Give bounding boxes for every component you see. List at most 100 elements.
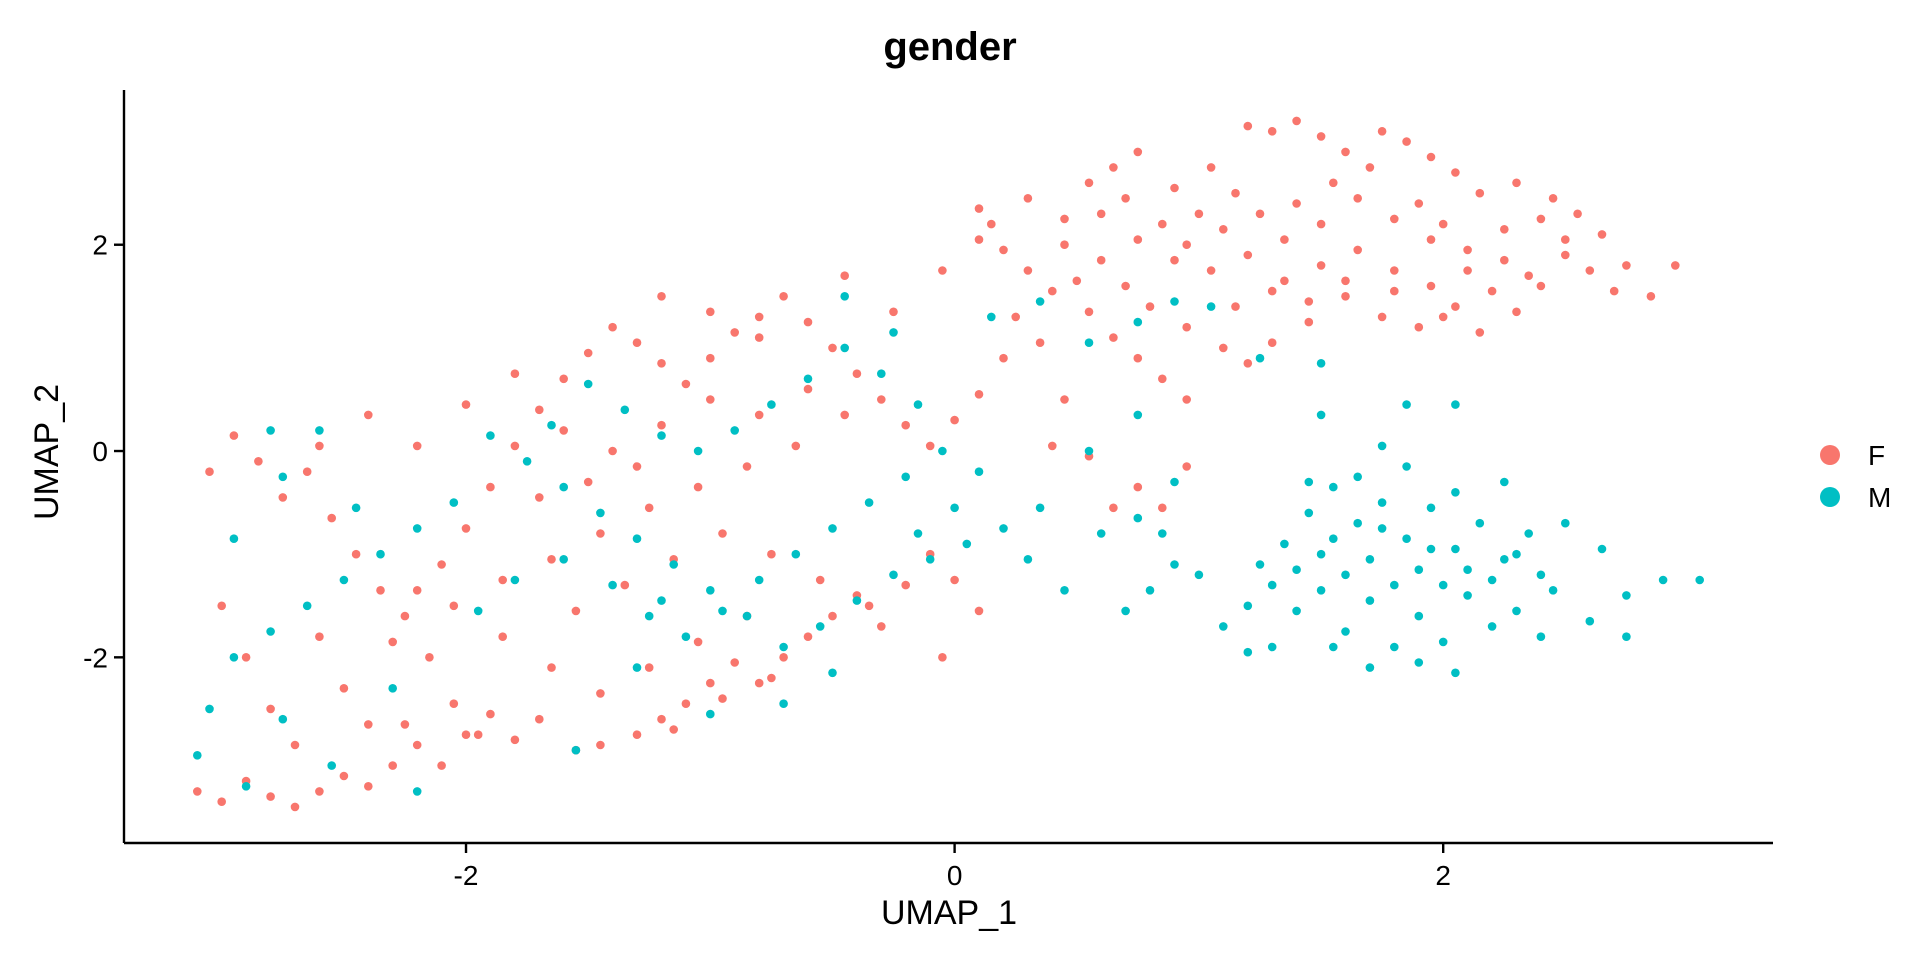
point-M-98: [327, 761, 337, 770]
point-F-221: [510, 369, 520, 379]
point-F-227: [1182, 462, 1191, 471]
point-F-203: [547, 663, 556, 672]
point-M-87: [449, 498, 459, 507]
point-F-174: [974, 390, 984, 399]
point-F-118: [706, 678, 715, 688]
point-F-218: [412, 441, 422, 451]
y-tick-label: 0: [92, 436, 108, 467]
point-F-6: [1133, 147, 1143, 157]
point-M-69: [1060, 586, 1069, 595]
point-F-207: [718, 694, 727, 703]
x-tick-label: 2: [1435, 860, 1451, 891]
point-F-154: [486, 482, 495, 492]
point-M-102: [510, 575, 520, 585]
point-F-46: [974, 235, 984, 244]
point-F-79: [1267, 286, 1277, 296]
point-M-152: [657, 596, 666, 605]
point-F-49: [1084, 307, 1094, 317]
point-F-54: [1158, 219, 1167, 229]
point-F-76: [1500, 255, 1509, 265]
point-M-101: [473, 606, 483, 616]
point-F-10: [1267, 127, 1277, 136]
point-F-14: [1377, 127, 1387, 136]
point-F-16: [1426, 152, 1436, 162]
point-M-137: [1133, 317, 1143, 327]
point-F-56: [1231, 188, 1240, 198]
point-F-141: [449, 699, 459, 708]
point-F-48: [1035, 338, 1045, 348]
point-M-68: [1133, 513, 1143, 523]
point-M-116: [877, 369, 886, 379]
point-M-117: [840, 343, 849, 353]
point-F-146: [290, 740, 300, 750]
point-M-40: [1463, 565, 1472, 574]
point-F-126: [901, 580, 910, 590]
point-F-67: [1585, 266, 1595, 275]
point-F-215: [632, 462, 642, 471]
point-F-168: [828, 343, 837, 353]
point-F-133: [254, 457, 263, 466]
point-F-63: [1463, 245, 1472, 255]
point-M-118: [803, 374, 813, 384]
point-F-222: [1060, 395, 1069, 404]
point-M-49: [1402, 462, 1411, 471]
point-F-169: [852, 369, 862, 379]
point-F-208: [767, 673, 776, 683]
point-M-74: [925, 555, 935, 564]
point-M-48: [1500, 477, 1509, 487]
point-F-24: [1646, 292, 1656, 301]
point-F-38: [1182, 322, 1191, 332]
point-F-132: [229, 431, 239, 440]
point-F-47: [1011, 312, 1020, 322]
point-F-3: [1060, 214, 1069, 224]
point-F-97: [1060, 240, 1069, 249]
point-F-204: [498, 632, 508, 641]
point-M-47: [1451, 488, 1460, 497]
point-F-7: [1170, 183, 1179, 193]
point-M-55: [1451, 400, 1460, 409]
point-M-134: [1035, 297, 1045, 306]
point-F-58: [1280, 235, 1289, 244]
point-F-35: [1267, 338, 1277, 348]
point-F-45: [999, 245, 1008, 255]
point-F-173: [950, 415, 959, 425]
point-F-96: [1121, 194, 1130, 203]
point-F-41: [1096, 255, 1106, 265]
point-F-209: [559, 426, 568, 435]
point-M-21: [1329, 482, 1338, 492]
point-F-147: [315, 632, 324, 641]
point-M-83: [596, 508, 605, 518]
point-M-143: [1170, 477, 1179, 487]
point-F-92: [1438, 219, 1448, 229]
point-M-124: [583, 379, 593, 389]
point-M-109: [791, 549, 801, 559]
point-M-107: [718, 606, 727, 616]
point-F-197: [815, 575, 825, 585]
point-F-68: [1206, 266, 1216, 275]
point-F-51: [1133, 353, 1143, 363]
point-F-226: [1158, 503, 1167, 513]
point-M-22: [1353, 518, 1362, 528]
point-F-186: [693, 482, 703, 492]
point-M-70: [1096, 529, 1106, 538]
point-M-133: [987, 312, 996, 322]
point-M-76: [852, 596, 862, 605]
point-F-148: [339, 684, 349, 693]
point-M-41: [1487, 575, 1497, 585]
point-F-157: [559, 374, 568, 384]
chart-title: gender: [883, 25, 1016, 69]
point-M-100: [388, 684, 398, 693]
point-F-95: [1170, 255, 1179, 265]
point-F-1: [987, 219, 996, 229]
point-F-145: [266, 704, 275, 714]
point-F-205: [400, 720, 410, 729]
point-M-33: [1292, 565, 1301, 574]
point-F-22: [1597, 230, 1607, 239]
point-M-108: [754, 575, 764, 585]
point-M-61: [1536, 632, 1546, 641]
point-M-84: [559, 482, 568, 492]
point-M-53: [1316, 410, 1326, 420]
point-F-33: [1341, 292, 1350, 301]
point-F-73: [1390, 266, 1399, 275]
